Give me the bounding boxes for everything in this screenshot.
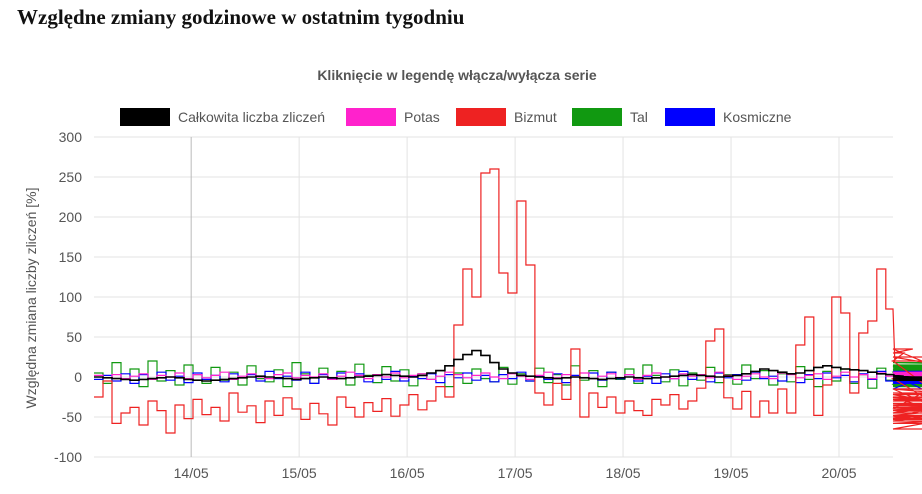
y-tick-label: 250 bbox=[59, 169, 83, 185]
legend-item[interactable]: Potas bbox=[346, 108, 440, 126]
legend-item[interactable]: Tal bbox=[572, 108, 648, 126]
legend-item[interactable]: Kosmiczne bbox=[665, 108, 792, 126]
grid bbox=[94, 136, 893, 458]
y-tick-label: -50 bbox=[62, 409, 82, 425]
y-tick-label: 200 bbox=[59, 209, 83, 225]
y-axis: 300 250 200 150 100 50 0 -50 -100 bbox=[54, 129, 82, 465]
series-line-1 bbox=[94, 371, 922, 380]
y-axis-label: Względna zmiana liczby zliczeń [%] bbox=[23, 188, 39, 409]
legend: Całkowita liczba zliczeń Potas Bizmut Tal Ko… bbox=[120, 108, 792, 126]
y-tick-label: 100 bbox=[59, 289, 83, 305]
series-line-0 bbox=[94, 349, 922, 382]
y-tick-label: 150 bbox=[59, 249, 83, 265]
y-tick-label: -100 bbox=[54, 449, 82, 465]
legend-label: Potas bbox=[404, 109, 440, 125]
x-tick-label: 14/05 bbox=[174, 465, 209, 481]
legend-swatch bbox=[120, 108, 170, 126]
y-tick-label: 300 bbox=[59, 129, 83, 145]
x-tick-label: 19/05 bbox=[714, 465, 749, 481]
legend-swatch bbox=[456, 108, 506, 126]
legend-item[interactable]: Bizmut bbox=[456, 108, 557, 126]
legend-label: Bizmut bbox=[514, 109, 557, 125]
legend-label: Kosmiczne bbox=[723, 109, 792, 125]
x-tick-label: 17/05 bbox=[498, 465, 533, 481]
legend-label: Tal bbox=[630, 109, 648, 125]
legend-swatch bbox=[665, 108, 715, 126]
series-line-2 bbox=[94, 168, 922, 434]
x-tick-label: 18/05 bbox=[606, 465, 641, 481]
x-axis: 14/05 15/05 16/05 17/05 18/05 19/05 20/05 bbox=[174, 465, 857, 481]
x-tick-label: 15/05 bbox=[282, 465, 317, 481]
x-tick-label: 16/05 bbox=[390, 465, 425, 481]
page-title: Względne zmiany godzinowe w ostatnim tyg… bbox=[17, 5, 465, 29]
legend-item[interactable]: Całkowita liczba zliczeń bbox=[120, 108, 325, 126]
series-group bbox=[94, 168, 922, 434]
y-tick-label: 0 bbox=[74, 369, 82, 385]
chart-subtitle: Kliknięcie w legendę włącza/wyłącza seri… bbox=[317, 67, 597, 83]
y-tick-label: 50 bbox=[66, 329, 82, 345]
legend-swatch bbox=[572, 108, 622, 126]
legend-label: Całkowita liczba zliczeń bbox=[178, 109, 325, 125]
x-tick-label: 20/05 bbox=[821, 465, 856, 481]
legend-swatch bbox=[346, 108, 396, 126]
